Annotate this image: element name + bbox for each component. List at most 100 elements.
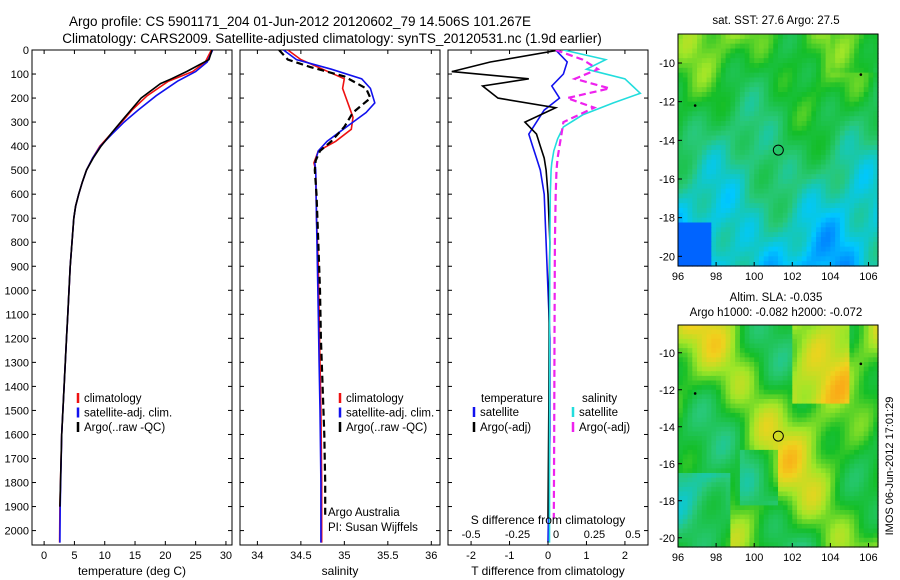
map-cell [873, 135, 879, 141]
map-cell [739, 422, 746, 428]
map-cell [711, 72, 717, 79]
map-cell [730, 338, 736, 345]
sla-map-grid [678, 325, 879, 548]
map-cell [758, 399, 765, 405]
map-cell [792, 116, 798, 122]
map-cell [778, 334, 784, 340]
map-cell [706, 491, 712, 497]
map-cell [830, 106, 836, 112]
salinity-legend-label: satellite-adj. clim. [346, 408, 434, 420]
map-cell [820, 222, 827, 228]
map-cell [706, 183, 712, 190]
map-cell [716, 348, 722, 354]
map-cell [801, 417, 808, 423]
map-cell [763, 198, 770, 204]
map-cell [858, 380, 865, 386]
map-cell [792, 121, 798, 127]
map-cell [701, 408, 708, 414]
map-cell [773, 48, 779, 54]
map-cell [773, 203, 779, 209]
map-cell [697, 422, 703, 428]
difference-xtick2-label: 0.25 [584, 529, 605, 541]
map-cell [768, 408, 774, 414]
map-cell [744, 101, 751, 108]
map-cell [782, 58, 789, 64]
map-cell [820, 431, 827, 437]
map-cell [782, 440, 789, 446]
map-cell [835, 150, 841, 156]
map-cell [873, 63, 879, 69]
map-cell [763, 140, 770, 146]
map-cell [787, 222, 793, 228]
map-cell [778, 380, 784, 386]
map-cell [801, 164, 808, 170]
map-cell [782, 241, 789, 248]
map-cell [844, 510, 851, 516]
map-cell [849, 371, 855, 377]
map-cell [763, 38, 770, 45]
map-cell [825, 523, 831, 530]
map-cell [797, 130, 803, 137]
map-cell [811, 362, 817, 368]
map-cell [692, 454, 698, 460]
map-cell [739, 159, 746, 166]
map-cell [782, 486, 789, 493]
map-cell [849, 449, 855, 456]
map-cell [849, 486, 855, 493]
map-cell [758, 237, 765, 243]
difference-series-3 [552, 50, 610, 519]
map-cell [797, 251, 803, 257]
map-cell [820, 53, 827, 59]
map-cell [735, 251, 741, 257]
map-cell [692, 426, 698, 432]
map-cell [758, 533, 765, 539]
map-cell [825, 537, 831, 543]
map-cell [711, 111, 717, 117]
map-cell [806, 375, 812, 382]
map-cell [778, 477, 784, 483]
map-cell [868, 352, 874, 358]
map-cell [758, 514, 765, 520]
map-cell [820, 477, 827, 483]
map-cell [711, 38, 717, 45]
map-cell [716, 193, 722, 199]
map-cell [735, 542, 741, 548]
map-cell [830, 454, 836, 460]
map-cell [763, 121, 770, 127]
map-cell [735, 38, 741, 45]
map-cell [849, 67, 855, 74]
map-cell [725, 500, 731, 506]
map-cell [725, 426, 731, 432]
map-cell [839, 159, 846, 166]
map-cell [844, 394, 851, 400]
map-cell [844, 375, 851, 382]
map-cell [797, 198, 803, 204]
map-cell [839, 58, 846, 64]
map-cell [725, 217, 731, 224]
map-cell [811, 116, 817, 122]
map-cell [725, 505, 731, 511]
map-cell [678, 169, 684, 175]
map-cell [844, 486, 851, 493]
map-cell [682, 343, 689, 349]
map-cell [754, 477, 760, 483]
map-cell [816, 348, 822, 354]
map-cell [863, 140, 870, 146]
map-cell [706, 145, 712, 151]
map-cell [792, 193, 798, 199]
map-cell [797, 174, 803, 180]
map-cell [697, 159, 703, 166]
map-cell [754, 92, 760, 98]
map-cell [844, 403, 851, 409]
map-cell [825, 77, 831, 83]
map-cell [744, 408, 751, 414]
map-cell [720, 87, 727, 93]
map-cell [825, 101, 831, 108]
map-cell [801, 198, 808, 204]
map-cell [730, 77, 736, 83]
map-cell [678, 106, 684, 112]
map-cell [758, 111, 765, 117]
map-cell [725, 53, 731, 59]
map-cell [716, 394, 722, 400]
map-cell [778, 261, 784, 267]
